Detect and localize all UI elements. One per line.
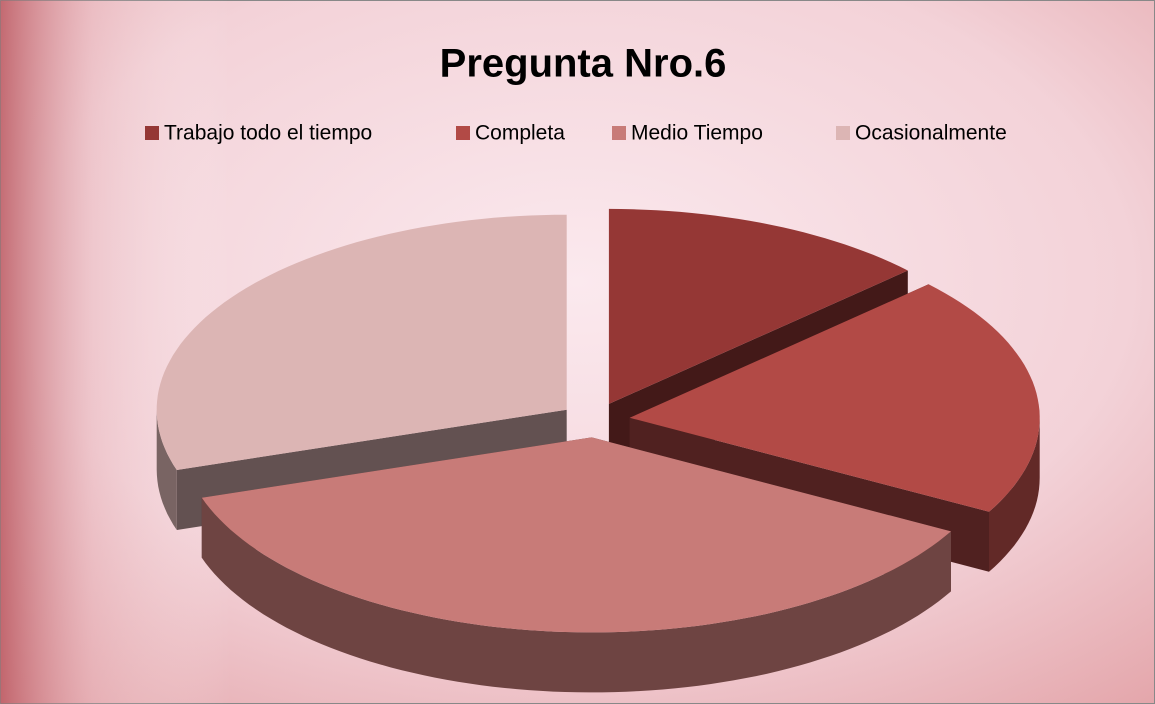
legend-swatch bbox=[145, 126, 159, 140]
legend-swatch bbox=[836, 126, 850, 140]
slice-side bbox=[989, 417, 1040, 572]
legend-label: Completa bbox=[475, 122, 565, 145]
slice bbox=[156, 214, 567, 470]
legend-label: Trabajo todo el tiempo bbox=[164, 122, 372, 145]
legend-label: Medio Tiempo bbox=[631, 122, 763, 145]
slice bbox=[201, 437, 952, 693]
legend: Trabajo todo el tiempo Completa Medio Tiem… bbox=[145, 122, 1007, 145]
pie bbox=[156, 208, 1040, 693]
legend-swatch bbox=[612, 126, 626, 140]
chart-title: Pregunta Nro.6 bbox=[440, 42, 727, 86]
slice-side bbox=[156, 409, 177, 530]
slice bbox=[201, 437, 952, 633]
slice-side bbox=[201, 497, 952, 693]
legend-label: Ocasionalmente bbox=[855, 122, 1007, 145]
legend-swatch bbox=[456, 126, 470, 140]
slice bbox=[629, 284, 1040, 512]
slice bbox=[608, 208, 908, 404]
